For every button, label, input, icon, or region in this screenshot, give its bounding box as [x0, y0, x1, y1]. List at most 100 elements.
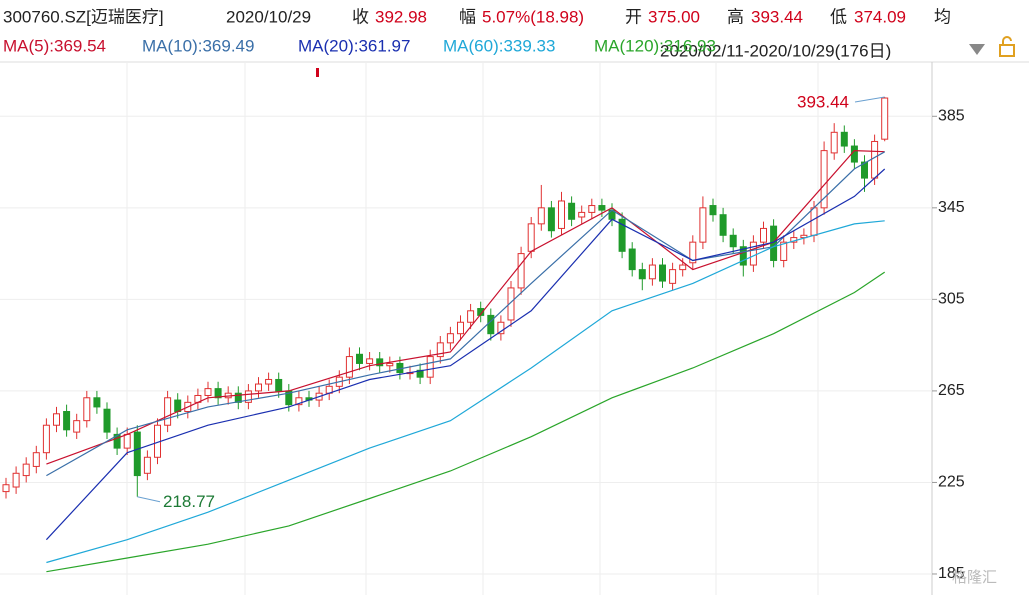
candle-body	[63, 411, 71, 431]
y-tick-label: 345	[938, 199, 965, 216]
legend-entry: MA(20):361.97	[298, 36, 410, 55]
date-range[interactable]: 2020/02/11-2020/10/29(176日)	[660, 41, 891, 60]
candle-body	[123, 433, 131, 449]
y-tick-label: 305	[938, 291, 965, 308]
change-label: 幅	[459, 7, 476, 26]
annotation-arrow	[137, 496, 161, 503]
candle-body	[618, 218, 626, 252]
candle-body	[164, 397, 172, 426]
candle-body	[861, 161, 868, 179]
legend-entry: MA(5):369.54	[3, 36, 106, 55]
candle-body	[73, 420, 81, 433]
candle-body	[133, 431, 141, 477]
candle-body	[810, 207, 818, 236]
candle-body	[477, 308, 485, 316]
candle-body	[547, 207, 555, 232]
candle-body	[275, 378, 283, 392]
plot: 185 225 265 305 345 385 393.44 218.77	[0, 92, 965, 582]
candle-body	[588, 205, 596, 213]
ma-line	[46, 271, 886, 573]
ma-line	[46, 151, 885, 477]
high-label: 高	[727, 7, 744, 26]
candle-body	[729, 234, 737, 248]
candle-body	[850, 145, 858, 163]
candle-body	[356, 353, 363, 364]
candle-body	[174, 399, 182, 413]
lock-icon[interactable]	[999, 44, 1015, 57]
candle-body	[840, 131, 848, 147]
date: 2020/10/29	[226, 7, 311, 26]
candle-body	[709, 205, 717, 216]
candle-body	[669, 269, 677, 284]
candle-body	[648, 264, 656, 280]
candle-body	[93, 397, 101, 408]
ma-line	[45, 168, 886, 541]
candle-body	[487, 314, 495, 335]
y-tick-label: 185	[938, 565, 965, 582]
candle-body	[204, 388, 212, 396]
candle-body	[507, 287, 515, 321]
candle-body	[820, 150, 828, 209]
candle-body	[244, 390, 252, 403]
candle-body	[345, 356, 353, 378]
candle-body	[12, 472, 20, 488]
candle-body	[255, 383, 262, 392]
legend-entry: MA(120):316.93	[594, 36, 716, 55]
candle-body	[83, 397, 91, 422]
candle-body	[780, 241, 788, 261]
dropdown-icon[interactable]	[969, 44, 985, 55]
candle-body	[537, 207, 545, 225]
avg-label: 均	[934, 7, 951, 26]
candle-body	[376, 358, 384, 367]
candle-body	[527, 223, 535, 252]
candle-body	[53, 413, 60, 426]
change-value: 5.07%(18.98)	[482, 7, 584, 26]
candle-body	[214, 388, 222, 399]
high-value: 393.44	[751, 7, 803, 26]
vertical-grid	[126, 62, 819, 595]
candle-body	[568, 202, 576, 220]
open-value: 375.00	[648, 7, 700, 26]
lock-shackle	[1002, 36, 1012, 45]
candle-body	[265, 378, 273, 385]
candle-body	[103, 408, 111, 433]
annotation-label: 218.77	[163, 492, 215, 511]
candle-body	[598, 205, 606, 211]
symbol: 300760.SZ[迈瑞医疗]	[3, 7, 164, 26]
candle-body	[739, 246, 747, 266]
watermark: 格隆汇	[952, 569, 997, 586]
candle-body	[638, 269, 646, 280]
candle-body	[143, 456, 151, 474]
candle-body	[760, 227, 767, 243]
y-tick-label: 265	[938, 382, 965, 399]
ma-line	[46, 220, 885, 564]
candle-body	[699, 207, 707, 243]
candle-body	[295, 397, 303, 406]
y-tick-label: 225	[938, 474, 965, 491]
candle-body	[628, 248, 636, 271]
candle-body	[749, 241, 757, 266]
ma-line	[46, 149, 885, 465]
candle-body	[679, 264, 687, 271]
candle-body	[32, 452, 40, 467]
event-marker	[316, 68, 319, 77]
candle-body	[2, 484, 10, 493]
annotation-label: 393.44	[797, 92, 849, 111]
header: 300760.SZ[迈瑞医疗] 2020/10/29 收 392.98 幅 5.…	[3, 7, 1015, 60]
candle-body	[881, 97, 889, 140]
candle-body	[659, 264, 666, 282]
candle-body	[467, 310, 475, 323]
low-label: 低	[830, 7, 847, 26]
candle-body	[446, 333, 454, 344]
y-tick-label: 385	[938, 108, 965, 125]
candle-body	[457, 321, 464, 335]
candle-body	[22, 463, 30, 477]
candle-body	[830, 131, 838, 154]
candle-body	[497, 321, 505, 335]
candle-body	[871, 140, 879, 179]
candle-body	[366, 358, 374, 364]
close-label: 收	[352, 7, 369, 26]
candle-body	[42, 424, 50, 454]
annotation-arrow	[854, 96, 885, 103]
